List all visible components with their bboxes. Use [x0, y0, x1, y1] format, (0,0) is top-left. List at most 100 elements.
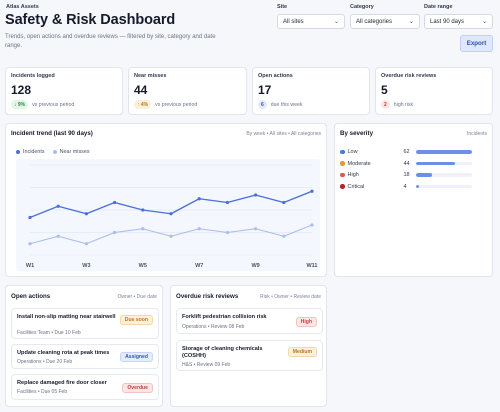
risk-badge: Medium: [287, 347, 317, 357]
data-point: [169, 212, 173, 216]
review-item[interactable]: Forklift pedestrian collision risk Opera…: [176, 308, 323, 334]
review-title: Forklift pedestrian collision risk: [182, 314, 267, 320]
data-point: [310, 189, 314, 193]
severity-bar-fill: [415, 150, 472, 154]
review-meta: H&S • Review 09 Feb: [182, 362, 231, 368]
severity-bar-track: [415, 161, 472, 166]
kpi-label: Open actions: [258, 73, 293, 79]
action-meta: Facilities • Due 05 Feb: [17, 389, 68, 395]
severity-dot: [340, 149, 345, 155]
data-point: [225, 230, 229, 235]
severity-bar-track: [415, 184, 472, 189]
data-point: [113, 200, 117, 205]
data-point: [84, 242, 88, 246]
severity-count: 44: [403, 160, 410, 167]
data-point: [56, 234, 60, 238]
site-filter: Site All sites ⌄: [277, 4, 345, 29]
review-meta: Operations • Review 08 Feb: [182, 324, 245, 330]
severity-row-high: High 18: [340, 170, 485, 180]
chart-plot-background: [16, 159, 320, 271]
kpi-card-open-actions: Open actions 17 6 due this week: [252, 67, 370, 115]
action-title: Replace damaged fire door closer: [17, 380, 107, 386]
severity-dot: [340, 184, 345, 189]
data-point: [141, 227, 145, 231]
chevron-down-icon: ⌄: [408, 19, 414, 25]
data-point: [141, 208, 145, 212]
action-title: Install non-slip matting near stairwell: [17, 314, 116, 320]
open-actions-meta: Owner • Due date: [117, 294, 157, 300]
chevron-down-icon: ⌄: [333, 19, 339, 25]
kpi-value: 128: [11, 83, 32, 97]
severity-panel: By severity Incidents Low 62 Moderate 44 Hig…: [334, 123, 493, 277]
category-filter: Category All categories ⌄: [350, 4, 420, 29]
data-point: [169, 234, 173, 238]
data-point: [282, 200, 286, 205]
x-tick-label: W11: [306, 263, 317, 269]
severity-count: 18: [403, 172, 410, 178]
data-point: [56, 204, 60, 208]
category-select[interactable]: All categories ⌄: [350, 14, 420, 29]
status-badge: Due soon: [119, 315, 153, 325]
site-select[interactable]: All sites ⌄: [277, 14, 345, 29]
kpi-footer: 6 due this week: [258, 100, 303, 109]
legend-label: Incidents: [23, 149, 45, 155]
x-tick-label: W5: [139, 263, 147, 269]
kpi-card-near-misses: Near misses 44 ↑ 4% vs previous period: [128, 67, 247, 115]
data-point: [197, 197, 201, 201]
x-tick-label: W7: [195, 263, 203, 269]
review-item[interactable]: Storage of cleaning chemicals (COSHH) H&…: [176, 340, 323, 371]
incident-trend-chart: W1 W3 W5 W7 W9 W11: [16, 159, 320, 271]
trend-badge: ↓ 9%: [11, 100, 29, 109]
action-meta: Facilities Team • Due 10 Feb: [17, 330, 81, 336]
kpi-footer-text: due this week: [270, 101, 303, 108]
severity-row-moderate: Moderate 44: [340, 159, 485, 169]
action-item[interactable]: Install non-slip matting near stairwell …: [11, 308, 159, 339]
page-subtitle: Trends, open actions and overdue reviews…: [5, 34, 216, 49]
review-title: Storage of cleaning chemicals (COSHH): [182, 346, 263, 359]
severity-label: Moderate: [347, 160, 371, 167]
severity-bar-track: [415, 150, 472, 154]
kpi-card-incidents: Incidents logged 128 ↓ 9% vs previous pe…: [5, 67, 123, 115]
trend-meta: By week • All sites • All categories: [246, 131, 321, 137]
kpi-footer-text: vs previous period: [32, 101, 75, 108]
overdue-reviews-title: Overdue risk reviews: [176, 293, 239, 300]
severity-bar-track: [415, 173, 472, 177]
kpi-label: Overdue risk reviews: [381, 73, 437, 79]
data-point: [282, 234, 286, 238]
severity-count: 4: [403, 183, 407, 190]
severity-dot: [340, 161, 345, 166]
data-point: [28, 242, 32, 246]
export-button[interactable]: Export: [460, 35, 493, 52]
legend-label: Near misses: [59, 149, 90, 155]
date-range-filter-label: Date range: [424, 4, 453, 10]
date-range-filter: Date range Last 90 days ⌄: [424, 4, 493, 29]
category-select-value: All categories: [356, 18, 393, 25]
severity-bar-fill: [415, 173, 432, 177]
data-point: [254, 227, 258, 231]
incident-trend-panel: Incident trend (last 90 days) By week • …: [5, 123, 327, 277]
legend-swatch: [52, 150, 57, 154]
legend-item-incidents: Incidents: [16, 149, 45, 155]
severity-bar-fill: [415, 161, 456, 166]
severity-row-critical: Critical 4: [340, 182, 485, 192]
severity-count: 62: [403, 149, 410, 155]
data-point: [113, 230, 117, 235]
status-badge: Assigned: [120, 352, 153, 362]
chevron-down-icon: ⌄: [481, 19, 487, 25]
severity-dot: [340, 172, 345, 178]
count-badge: 6: [258, 100, 267, 109]
kpi-footer: ↑ 4% vs previous period: [134, 100, 197, 109]
overdue-reviews-meta: Risk • Owner • Review date: [259, 294, 321, 300]
kpi-card-overdue-reviews: Overdue risk reviews 5 2 high risk: [375, 67, 493, 115]
x-tick-label: W9: [251, 263, 259, 269]
overdue-reviews-panel: Overdue risk reviews Risk • Owner • Revi…: [170, 285, 327, 407]
site-filter-label: Site: [277, 4, 288, 10]
action-item[interactable]: Update cleaning rota at peak times Opera…: [11, 344, 159, 369]
action-item[interactable]: Replace damaged fire door closer Facilit…: [11, 374, 159, 400]
legend-swatch: [16, 150, 20, 154]
action-meta: Operations • Due 20 Feb: [17, 359, 73, 365]
data-point: [310, 223, 314, 227]
date-range-select[interactable]: Last 90 days ⌄: [424, 14, 493, 29]
kpi-footer-text: high risk: [393, 101, 414, 108]
open-actions-panel: Open actions Owner • Due date Install no…: [5, 285, 163, 407]
